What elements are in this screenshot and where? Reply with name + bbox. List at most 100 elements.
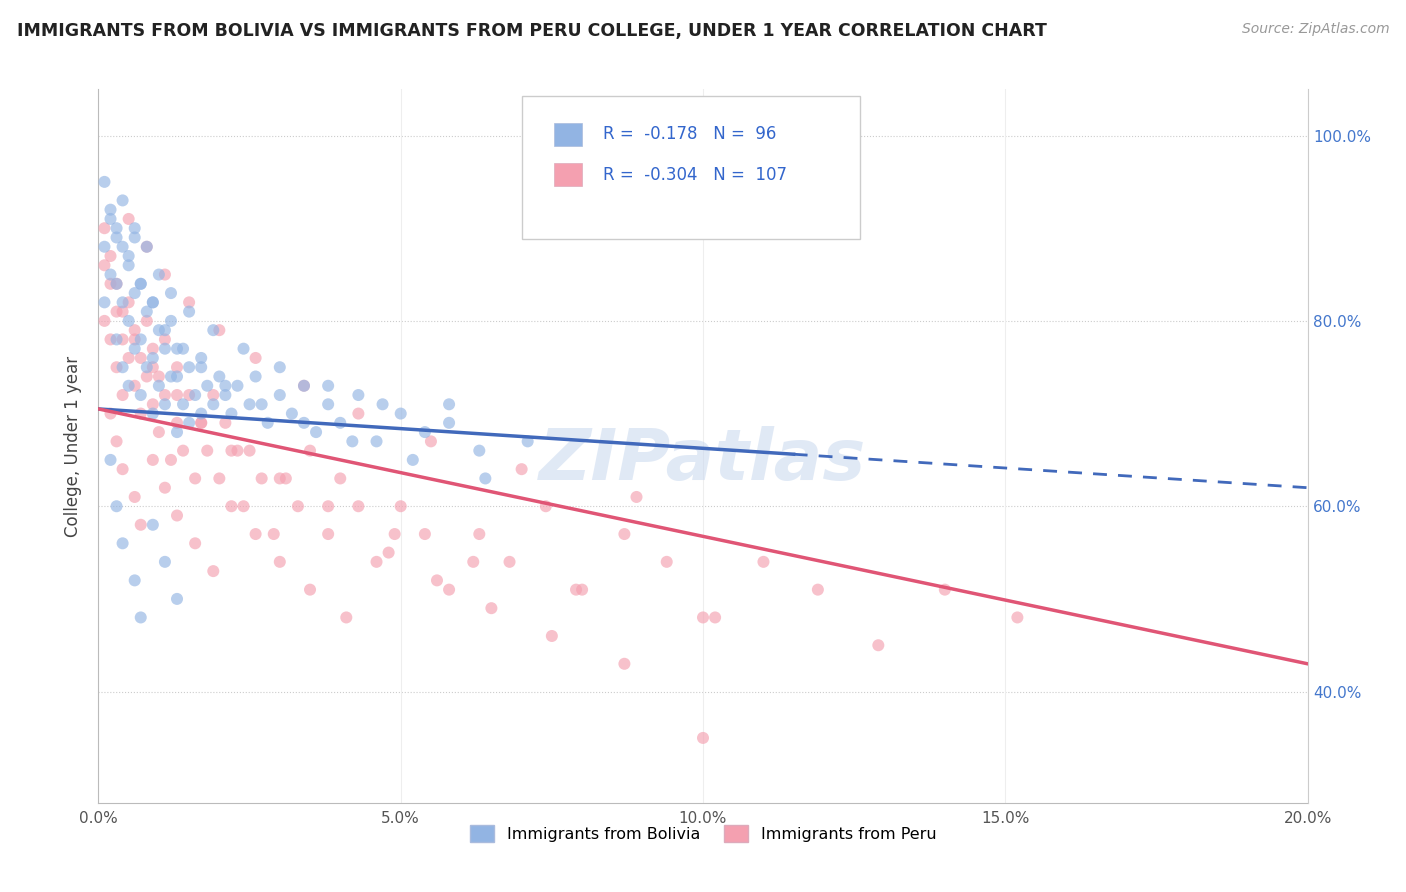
Point [498,555,520,569]
Point [148,323,170,337]
Point [287,500,309,514]
Point [142,351,165,365]
Point [93,221,115,235]
Point [129,388,152,402]
Point [807,582,830,597]
Point [202,564,225,578]
Point [274,471,297,485]
Point [105,500,128,514]
Point [153,397,176,411]
Point [299,582,322,597]
Point [347,500,370,514]
Point [142,295,165,310]
Point [934,582,956,597]
Point [135,304,157,318]
Point [292,378,315,392]
Point [153,323,176,337]
Text: ZIPatlas: ZIPatlas [540,425,866,495]
Point [292,378,315,392]
Point [299,443,322,458]
Point [129,610,152,624]
Point [481,601,503,615]
Point [105,230,128,244]
Point [118,295,141,310]
Point [93,175,115,189]
Point [195,443,218,458]
Point [111,240,134,254]
Point [468,443,491,458]
Point [118,249,141,263]
Point [190,416,212,430]
Point [366,555,388,569]
Point [463,555,485,569]
Point [316,500,339,514]
Point [384,527,406,541]
Point [160,286,183,301]
Point [179,416,201,430]
Point [208,369,231,384]
Point [195,378,218,392]
Point [153,481,176,495]
Point [510,462,533,476]
Point [166,591,188,606]
Point [184,536,207,550]
Point [148,369,170,384]
Text: Source: ZipAtlas.com: Source: ZipAtlas.com [1241,22,1389,37]
Point [221,500,243,514]
Point [166,342,188,356]
Point [135,314,157,328]
Point [239,397,262,411]
Point [316,378,339,392]
Point [413,425,436,439]
Point [100,268,122,282]
Point [371,397,394,411]
Point [184,388,207,402]
Point [420,434,443,449]
Point [202,397,225,411]
Point [172,342,194,356]
Point [105,333,128,347]
Point [342,434,364,449]
Point [118,314,141,328]
Point [221,443,243,458]
Point [172,397,194,411]
Point [166,508,188,523]
Point [135,360,157,375]
Point [111,194,134,208]
Point [226,443,249,458]
Point [111,388,134,402]
Point [263,527,285,541]
Point [245,369,267,384]
Point [124,230,146,244]
Point [100,277,122,291]
Point [100,202,122,217]
Point [437,397,460,411]
Point [111,333,134,347]
Point [179,360,201,375]
Point [565,582,588,597]
Point [166,388,188,402]
Y-axis label: College, Under 1 year: College, Under 1 year [65,355,83,537]
Point [269,471,291,485]
Point [100,407,122,421]
FancyBboxPatch shape [522,96,860,239]
Point [347,407,370,421]
Point [142,342,165,356]
Point [468,527,491,541]
Point [93,240,115,254]
Point [129,277,152,291]
Point [124,378,146,392]
Point [190,407,212,421]
Point [135,240,157,254]
Point [868,638,890,652]
Point [100,211,122,226]
Point [413,527,436,541]
Point [135,369,157,384]
Point [208,471,231,485]
Point [124,342,146,356]
Point [752,555,775,569]
Point [292,416,315,430]
Point [135,240,157,254]
Point [148,425,170,439]
Point [329,471,352,485]
